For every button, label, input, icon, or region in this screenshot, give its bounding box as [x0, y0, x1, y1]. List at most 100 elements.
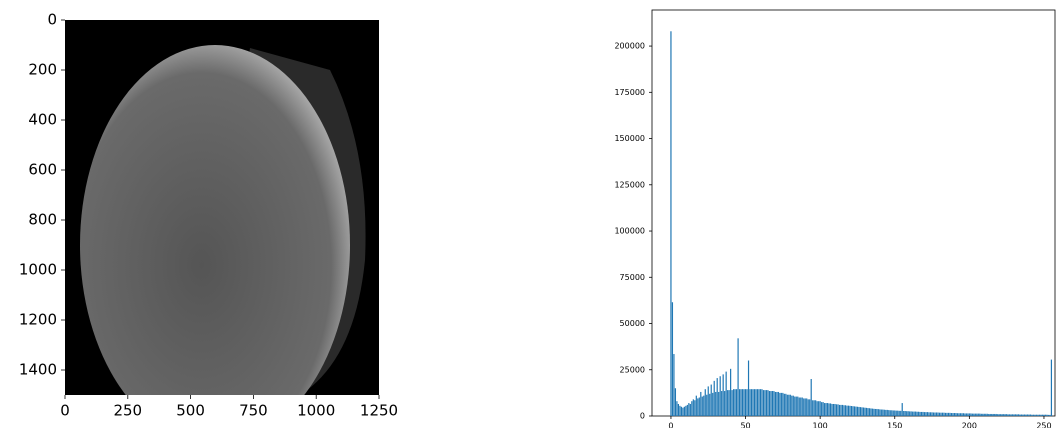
bar	[1049, 415, 1050, 416]
bar	[891, 410, 892, 416]
bar	[1008, 414, 1009, 416]
bar	[1017, 414, 1018, 416]
bar	[712, 393, 713, 416]
bar	[814, 400, 815, 416]
bar	[1025, 415, 1026, 416]
bar	[1005, 414, 1006, 416]
bar	[829, 403, 830, 416]
x-tick-label: 150	[887, 422, 902, 428]
bar	[1028, 415, 1029, 416]
bar	[1042, 415, 1043, 416]
bar	[958, 413, 959, 416]
y-tick-label: 175000	[614, 88, 645, 97]
bar	[851, 406, 852, 416]
y-tick-label: 400	[28, 111, 57, 129]
bar	[718, 392, 719, 416]
bar	[784, 394, 785, 416]
x-tick-label: 1250	[360, 402, 398, 420]
bar	[1000, 414, 1001, 416]
bar	[739, 389, 740, 416]
bar	[760, 389, 761, 416]
bar	[955, 413, 956, 416]
bar	[740, 389, 741, 416]
bar	[809, 399, 810, 416]
bar	[755, 389, 756, 416]
y-tick-label: 0	[47, 11, 57, 29]
x-tick-label: 0	[668, 422, 673, 428]
bar	[867, 408, 868, 416]
bar	[737, 338, 738, 416]
bar	[805, 398, 806, 416]
bar	[787, 395, 788, 416]
bar	[900, 411, 901, 416]
bar	[943, 413, 944, 416]
bar	[893, 410, 894, 416]
bar	[839, 405, 840, 416]
bar	[670, 31, 671, 416]
bar	[879, 409, 880, 416]
bar	[846, 406, 847, 416]
bar	[911, 411, 912, 416]
bar	[934, 412, 935, 416]
bar	[1043, 415, 1044, 416]
bar	[858, 407, 859, 416]
bar	[723, 374, 724, 416]
bar	[1040, 415, 1041, 416]
bar	[688, 403, 689, 416]
bar	[896, 411, 897, 416]
bar	[715, 392, 716, 416]
bar	[673, 354, 674, 416]
bar	[736, 389, 737, 416]
figure: 0250500750100012500200400600800100012001…	[0, 0, 1057, 428]
bar	[957, 413, 958, 416]
bar	[888, 410, 889, 416]
bar	[840, 405, 841, 416]
bar	[905, 411, 906, 416]
bar	[685, 406, 686, 416]
bar	[672, 302, 673, 416]
bar	[826, 403, 827, 416]
image-disc	[80, 45, 350, 428]
bar	[717, 378, 718, 416]
bar	[721, 391, 722, 416]
bar	[1002, 414, 1003, 416]
bar	[973, 414, 974, 416]
bar	[1033, 415, 1034, 416]
bar	[870, 408, 871, 416]
bar	[785, 394, 786, 416]
bar	[1036, 415, 1037, 416]
bar	[821, 402, 822, 416]
bar	[854, 406, 855, 416]
bar	[730, 369, 731, 416]
bar	[1031, 415, 1032, 416]
bar	[834, 404, 835, 416]
bar	[697, 398, 698, 416]
bar	[678, 404, 679, 416]
bar	[1046, 415, 1047, 416]
y-tick-label: 800	[28, 211, 57, 229]
y-tick-label: 50000	[620, 319, 645, 328]
bar	[876, 409, 877, 416]
bar	[796, 397, 797, 416]
bar	[711, 385, 712, 416]
bar	[1021, 415, 1022, 416]
bar	[799, 398, 800, 416]
bar	[897, 411, 898, 416]
bar	[975, 414, 976, 416]
bar	[700, 392, 701, 416]
bar	[1051, 360, 1052, 416]
y-tick-label: 100000	[614, 227, 645, 236]
bar	[866, 408, 867, 416]
bar	[849, 406, 850, 416]
bar	[775, 392, 776, 416]
bar	[776, 392, 777, 416]
bar	[972, 414, 973, 416]
bar	[882, 410, 883, 416]
image-panel	[65, 20, 379, 428]
bar	[1003, 414, 1004, 416]
bar	[720, 376, 721, 416]
bar	[939, 413, 940, 416]
bar	[915, 412, 916, 416]
bar	[743, 389, 744, 416]
bar	[830, 403, 831, 416]
